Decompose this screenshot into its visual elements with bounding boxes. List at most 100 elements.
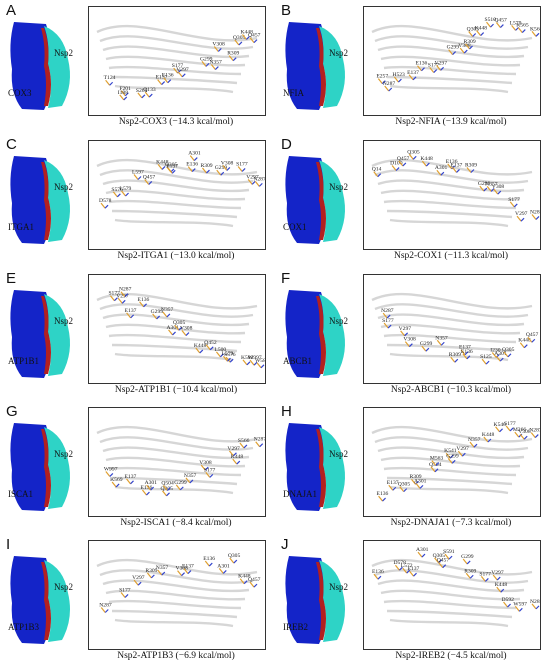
- residue-label: M266: [513, 427, 527, 433]
- residue-marker: G299: [174, 480, 187, 491]
- residue-label: Q305: [467, 27, 480, 33]
- residue-marker: D578: [99, 198, 112, 209]
- residue-label: N357: [156, 565, 169, 571]
- interaction-detail-image: Q14 D100 Q457 Q305 K448 A301 E136 E137 R309 G299 N…: [363, 140, 541, 250]
- residue-label: W582: [255, 358, 265, 364]
- residue-label: S177: [479, 571, 491, 577]
- residue-marker: K448: [518, 338, 531, 349]
- residue-marker: E137: [182, 564, 194, 575]
- residue-label: V297: [246, 174, 259, 180]
- residue-marker: Q457: [397, 156, 409, 167]
- residue-label: K448: [238, 574, 251, 580]
- residue-label: W997: [248, 355, 262, 361]
- residue-marker: K448: [495, 582, 507, 593]
- residue-label: Q504: [161, 481, 174, 487]
- residue-label: E136: [203, 556, 215, 562]
- residue-marker: S576: [111, 187, 123, 198]
- residue-marker: E136: [203, 556, 215, 567]
- residue-label: Q452: [204, 340, 217, 346]
- residue-marker: Q457: [248, 577, 261, 588]
- complex-surface-image: Nsp2 NFIA: [283, 22, 348, 110]
- residue-marker: Q305: [161, 486, 173, 497]
- residue-label: E137: [451, 162, 463, 168]
- residue-label: S177: [508, 197, 520, 203]
- partner-label: ITGA1: [8, 222, 34, 232]
- residue-label: V308: [403, 337, 416, 343]
- residue-marker: Q452: [204, 340, 217, 351]
- residue-marker: K448: [240, 29, 253, 40]
- residue-marker: E136: [140, 485, 152, 496]
- residue-marker: V308: [458, 43, 471, 54]
- residue-label: A301: [217, 563, 230, 569]
- partner-label: DNAJA1: [283, 489, 317, 499]
- residue-marker: K448: [420, 156, 433, 167]
- complex-surface-image: Nsp2 ISCA1: [8, 423, 73, 511]
- residue-label: A301: [494, 351, 507, 357]
- residue-label: Q457: [437, 558, 450, 564]
- residue-label: S177: [504, 421, 516, 427]
- residue-label: K448: [231, 454, 244, 460]
- residue-label: V297: [116, 293, 129, 299]
- residue-marker: R309: [145, 568, 158, 579]
- residue-label: S566: [238, 438, 250, 444]
- residue-marker: E257: [376, 74, 388, 85]
- residue-marker: Q457: [143, 174, 156, 185]
- panel-letter: J: [281, 536, 289, 553]
- residue-label: A301: [414, 478, 427, 484]
- residue-label: N357: [468, 437, 481, 443]
- residue-marker: R309: [465, 163, 477, 173]
- residue-label: E137: [166, 163, 178, 169]
- residue-label: V308: [199, 460, 212, 466]
- panel-e: E Nsp2 ATP1B1 S177 V297 N287 E137 E136 G299 N357 A…: [0, 268, 275, 401]
- residue-label: L579: [120, 186, 132, 192]
- residue-marker: E137: [125, 474, 137, 485]
- residue-marker: K565: [516, 23, 529, 34]
- residue-label: G299: [478, 181, 491, 187]
- residue-marker: L597: [132, 170, 144, 180]
- residue-label: Q305: [233, 35, 246, 41]
- panel-h: HNsp2DNAJA1E136E137Q305R309A301Q504M563K…: [275, 401, 550, 534]
- interaction-detail-image: E257 N287 H523 E137 E136 S177 V297 G299 V308 R309…: [363, 6, 541, 116]
- residue-label: E137: [408, 566, 420, 572]
- residue-marker: N357: [485, 181, 498, 192]
- residue-marker: S510: [485, 17, 496, 28]
- residue-label: E137: [459, 345, 471, 351]
- residue-marker: G299: [461, 554, 474, 565]
- residue-label: A301: [145, 480, 158, 486]
- nsp2-label: Nsp2: [329, 449, 348, 459]
- residue-marker: Q14: [372, 167, 382, 178]
- residue-label: S576: [224, 352, 236, 358]
- residue-label: S177: [382, 318, 394, 324]
- residue-label: V297: [227, 446, 240, 452]
- residue-label: N287: [253, 176, 265, 182]
- residue-marker: N287: [99, 602, 112, 613]
- residue-marker: K583: [241, 355, 254, 366]
- residue-marker: Q305: [467, 27, 480, 37]
- residue-marker: V308: [212, 41, 225, 52]
- residue-label: S591: [443, 549, 455, 555]
- panel-letter: H: [281, 403, 292, 420]
- residue-label: I230: [490, 347, 500, 353]
- residue-label: Q457: [143, 174, 156, 180]
- residue-label: Q305: [433, 553, 446, 559]
- residue-label: E136: [186, 162, 198, 168]
- residue-marker: Q133: [143, 87, 156, 98]
- residue-marker: K541: [444, 448, 457, 459]
- residue-label: A301: [435, 165, 448, 171]
- residue-label: G299: [420, 341, 433, 347]
- residue-marker: W997: [248, 355, 262, 366]
- residue-marker: V308: [492, 184, 504, 195]
- residue-label: K448: [156, 159, 169, 165]
- partner-label: IREB2: [283, 622, 308, 632]
- nsp2-label: Nsp2: [329, 316, 348, 326]
- residue-label: K569: [110, 477, 123, 483]
- residue-marker: V297: [515, 211, 528, 222]
- residue-label: N357: [184, 473, 197, 479]
- residue-marker: Q305: [433, 553, 446, 564]
- partner-label: ATP1B3: [8, 622, 40, 632]
- residue-label: N287: [254, 437, 265, 443]
- residue-label: N287: [530, 599, 540, 605]
- residue-label: V297: [176, 67, 189, 73]
- residue-label: F201: [119, 86, 131, 92]
- residue-label: D592: [502, 597, 515, 603]
